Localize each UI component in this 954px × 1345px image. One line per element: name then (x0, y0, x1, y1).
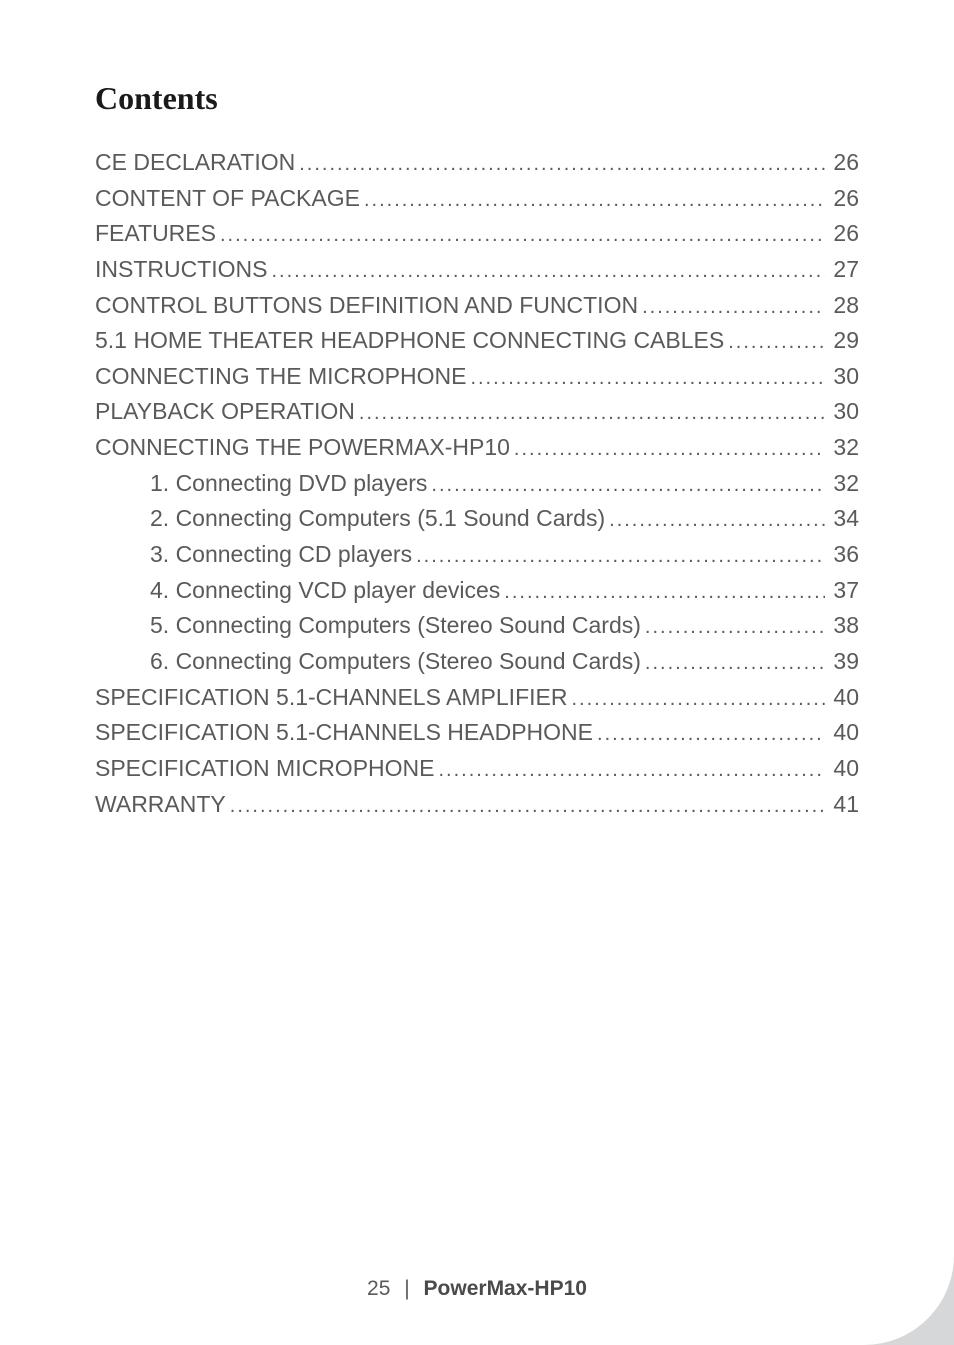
toc-dots (642, 292, 825, 323)
toc-dots (299, 149, 825, 180)
toc-dots (470, 363, 825, 394)
toc-page-number: 27 (829, 252, 859, 288)
toc-page-number: 36 (829, 537, 859, 573)
toc-dots (416, 541, 825, 572)
toc-label: 5. Connecting Computers (Stereo Sound Ca… (150, 608, 641, 644)
toc-dots (514, 434, 825, 465)
toc-page-number: 40 (829, 680, 859, 716)
toc-page-number: 37 (829, 573, 859, 609)
toc-label: CE DECLARATION (95, 145, 295, 181)
toc-dots (220, 220, 825, 251)
toc-label: 5.1 HOME THEATER HEADPHONE CONNECTING CA… (95, 323, 724, 359)
toc-item: SPECIFICATION 5.1-CHANNELS AMPLIFIER 40 (95, 680, 859, 716)
page-container: Contents CE DECLARATION26CONTENT OF PACK… (0, 0, 954, 1345)
toc-dots (645, 648, 825, 679)
toc-page-number: 40 (829, 751, 859, 787)
toc-item: CE DECLARATION 26 (95, 145, 859, 181)
toc-item: FEATURES 26 (95, 216, 859, 252)
toc-item: SPECIFICATION MICROPHONE 40 (95, 751, 859, 787)
toc-label: SPECIFICATION MICROPHONE (95, 751, 435, 787)
toc-label: PLAYBACK OPERATION (95, 394, 355, 430)
footer-product-name: PowerMax-HP10 (424, 1277, 587, 1300)
toc-item: 6. Connecting Computers (Stereo Sound Ca… (95, 644, 859, 680)
toc-item: 4. Connecting VCD player devices 37 (95, 573, 859, 609)
toc-page-number: 34 (829, 501, 859, 537)
toc-item: 2. Connecting Computers (5.1 Sound Cards… (95, 501, 859, 537)
toc-dots (439, 755, 826, 786)
toc-page-number: 26 (829, 216, 859, 252)
toc-label: INSTRUCTIONS (95, 252, 268, 288)
toc-item: CONNECTING THE MICROPHONE 30 (95, 359, 859, 395)
toc-label: SPECIFICATION 5.1-CHANNELS AMPLIFIER (95, 680, 567, 716)
toc-dots (504, 577, 825, 608)
toc-dots (645, 612, 825, 643)
toc-dots (364, 185, 825, 216)
toc-page-number: 38 (829, 608, 859, 644)
toc-label: SPECIFICATION 5.1-CHANNELS HEADPHONE (95, 715, 593, 751)
toc-label: 4. Connecting VCD player devices (150, 573, 500, 609)
toc-dots (359, 398, 825, 429)
toc-page-number: 26 (829, 181, 859, 217)
toc-dots (431, 470, 825, 501)
toc-item: 1. Connecting DVD players 32 (95, 466, 859, 502)
toc-page-number: 32 (829, 430, 859, 466)
toc-dots (230, 791, 825, 822)
toc-page-number: 28 (829, 288, 859, 324)
footer-separator: | (404, 1277, 409, 1300)
toc-dots (728, 327, 825, 358)
toc-page-number: 29 (829, 323, 859, 359)
toc-item: CONNECTING THE POWERMAX-HP10 32 (95, 430, 859, 466)
toc-dots (571, 684, 825, 715)
footer-page-number: 25 (367, 1277, 390, 1300)
contents-title: Contents (95, 80, 859, 117)
toc-label: 1. Connecting DVD players (150, 466, 427, 502)
toc-item: 5.1 HOME THEATER HEADPHONE CONNECTING CA… (95, 323, 859, 359)
toc-label: 6. Connecting Computers (Stereo Sound Ca… (150, 644, 641, 680)
toc-label: CONNECTING THE POWERMAX-HP10 (95, 430, 510, 466)
toc-item: 5. Connecting Computers (Stereo Sound Ca… (95, 608, 859, 644)
toc-dots (609, 505, 825, 536)
toc-label: CONNECTING THE MICROPHONE (95, 359, 466, 395)
toc-page-number: 26 (829, 145, 859, 181)
toc-dots (597, 719, 825, 750)
toc-label: WARRANTY (95, 787, 226, 823)
toc-page-number: 30 (829, 394, 859, 430)
toc-label: CONTROL BUTTONS DEFINITION AND FUNCTION (95, 288, 638, 324)
toc-item: CONTENT OF PACKAGE 26 (95, 181, 859, 217)
toc-label: 3. Connecting CD players (150, 537, 412, 573)
toc-dots (272, 256, 826, 287)
toc-item: PLAYBACK OPERATION 30 (95, 394, 859, 430)
toc-page-number: 32 (829, 466, 859, 502)
page-footer: 25 | PowerMax-HP10 (0, 1277, 954, 1301)
toc-page-number: 30 (829, 359, 859, 395)
toc-item: SPECIFICATION 5.1-CHANNELS HEADPHONE 40 (95, 715, 859, 751)
toc-label: FEATURES (95, 216, 216, 252)
toc-item: INSTRUCTIONS 27 (95, 252, 859, 288)
toc-label: CONTENT OF PACKAGE (95, 181, 360, 217)
toc-list: CE DECLARATION26CONTENT OF PACKAGE26FEAT… (95, 145, 859, 822)
toc-label: 2. Connecting Computers (5.1 Sound Cards… (150, 501, 605, 537)
toc-item: 3. Connecting CD players 36 (95, 537, 859, 573)
toc-page-number: 41 (829, 787, 859, 823)
toc-page-number: 39 (829, 644, 859, 680)
toc-item: WARRANTY 41 (95, 787, 859, 823)
toc-page-number: 40 (829, 715, 859, 751)
toc-item: CONTROL BUTTONS DEFINITION AND FUNCTION 2… (95, 288, 859, 324)
